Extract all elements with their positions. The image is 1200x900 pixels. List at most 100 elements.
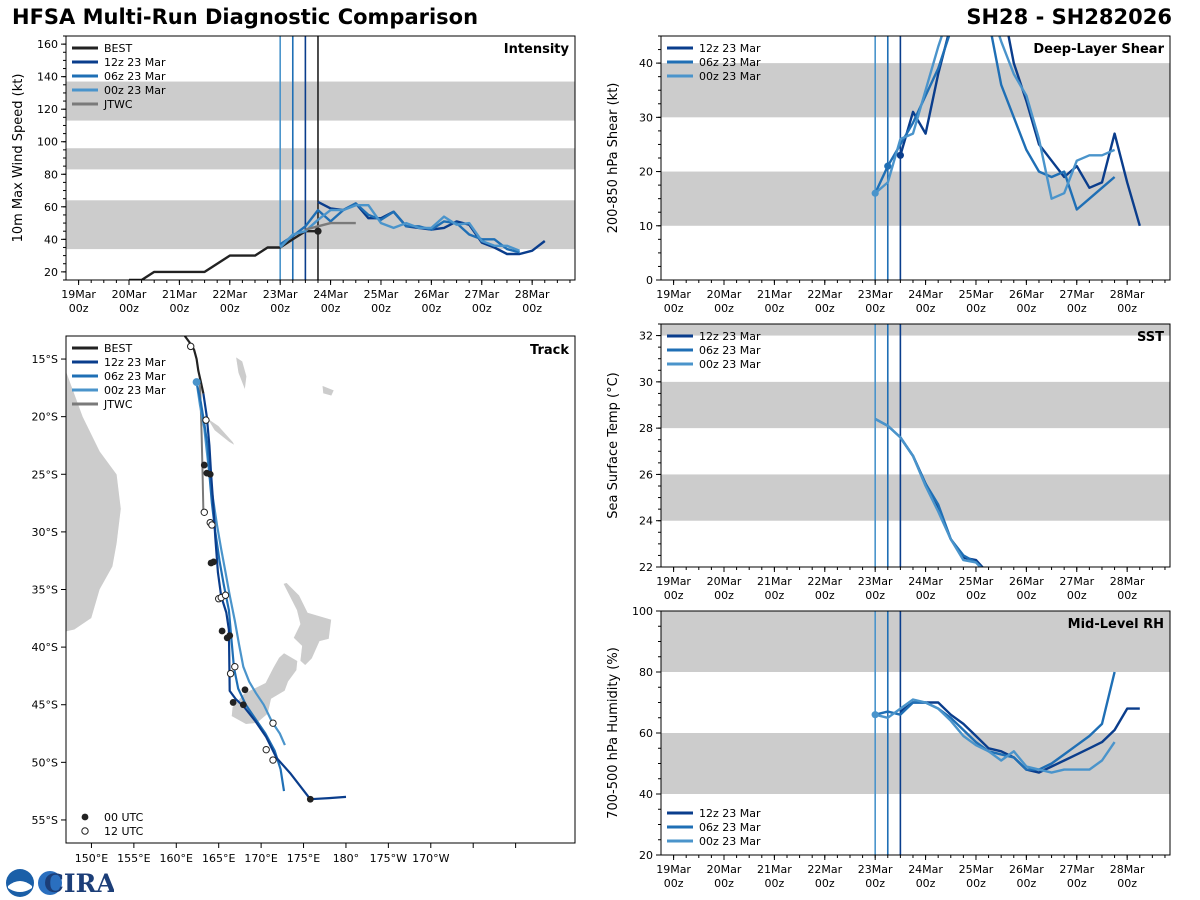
track-point-00utc [239,701,247,709]
rh-panel-title: Mid-Level RH [1068,617,1164,632]
track-lon-label: 170°E [244,852,277,865]
shear-xtick-day: 25Mar [959,288,994,301]
intensity-xtick-day: 25Mar [364,288,399,301]
track-lon-label: 180° [333,852,360,865]
sst-xtick-day: 28Mar [1110,575,1145,588]
nz-south-island [231,652,298,725]
track-line-run06 [195,381,286,792]
noaa-wave-shape [8,881,32,892]
sst-xtick-hour: 00z [815,589,835,602]
track-point-00utc [241,686,249,694]
track-point-00utc [206,470,214,478]
sst-band-1 [661,381,1170,429]
track-point-12utc [202,416,210,424]
shear-ytick-label: 20 [639,166,653,179]
track-run-start-marker [192,378,201,387]
shear-xtick-day: 20Mar [707,288,742,301]
shear-ytick-label: 10 [639,220,653,233]
intensity-xtick-day: 27Mar [464,288,499,301]
intensity-xtick-hour: 00z [69,302,89,315]
sst-xtick-hour: 00z [1117,589,1137,602]
sst-ytick-label: 32 [639,330,653,343]
track-lat-label: 15°S [32,353,58,366]
intensity-xtick-day: 28Mar [515,288,550,301]
track-point-12utc [187,342,195,351]
track-lon-label: 160°E [160,852,193,865]
intensity-panel: 2040608010012014016019Mar00z20Mar00z21Ma… [11,35,576,315]
rh-series-run00 [874,698,1116,774]
shear-plot-area [661,36,1170,280]
rh-xtick-hour: 00z [1016,877,1036,890]
shear-legend-label: 06z 23 Mar [699,56,761,69]
shear-panel-title: Deep-Layer Shear [1033,42,1164,57]
rh-xtick-hour: 00z [1067,877,1087,890]
intensity-xtick-hour: 00z [371,302,391,315]
sst-ytick-label: 28 [639,422,653,435]
rh-ytick-label: 60 [639,727,653,740]
shear-marker [896,151,904,159]
track-point-00utc [226,632,234,639]
intensity-series-jtwc [305,221,356,231]
track-point-12utc [221,591,230,599]
rh-xtick-day: 26Mar [1009,863,1044,876]
intensity-band-2 [66,81,575,121]
shear-ytick-label: 30 [639,111,653,124]
sst-xtick-hour: 00z [664,589,684,602]
sst-xtick-hour: 00z [865,589,885,602]
track-legend-label: JTWC [103,398,133,411]
track-point-00utc [306,795,314,803]
intensity-ytick-label: 20 [44,266,58,279]
shear-xtick-hour: 00z [1067,302,1087,315]
shear-series-run06 [874,36,1116,211]
intensity-xtick-day: 23Mar [263,288,298,301]
rh-band-1 [661,611,1170,672]
rh-xtick-hour: 00z [865,877,885,890]
shear-legend-label: 00z 23 Mar [699,70,761,83]
rh-xtick-day: 20Mar [707,863,742,876]
shear-band-1 [661,63,1170,118]
track-lat-label: 50°S [32,756,58,769]
sst-xtick-hour: 00z [714,589,734,602]
intensity-legend-label: JTWC [103,98,133,111]
track-point-12utc [208,521,216,529]
track-lat-label: 20°S [32,411,58,424]
intensity-xtick-hour: 00z [170,302,190,315]
intensity-xtick-hour: 00z [119,302,139,315]
shear-xtick-day: 21Mar [757,288,792,301]
intensity-ytick-label: 40 [44,233,58,246]
shear-xtick-hour: 00z [1016,302,1036,315]
intensity-ytick-label: 60 [44,201,58,214]
track-point-12utc [200,508,208,516]
figure-title: HFSA Multi-Run Diagnostic Comparison [12,5,479,29]
track-plot-area [66,336,347,803]
rh-xtick-day: 23Mar [858,863,893,876]
sst-frame [660,323,1171,568]
track-point-12utc [262,745,270,754]
nz-north-island [282,582,332,666]
rh-xtick-hour: 00z [664,877,684,890]
sst-xtick-day: 24Mar [908,575,943,588]
intensity-legend-label: 06z 23 Mar [104,70,166,83]
intensity-ytick-label: 80 [44,168,58,181]
track-line-run12 [202,393,347,801]
rh-panel: 2040608010019Mar00z20Mar00z21Mar00z22Mar… [606,605,1171,890]
track-panel-title: Track [530,343,569,358]
shear-xtick-hour: 00z [714,302,734,315]
sst-panel-title: SST [1137,330,1164,345]
rh-xtick-day: 22Mar [807,863,842,876]
shear-marker [871,189,879,197]
rh-xtick-day: 19Mar [656,863,691,876]
intensity-xtick-hour: 00z [321,302,341,315]
sst-xtick-hour: 00z [1067,589,1087,602]
shear-xtick-day: 26Mar [1009,288,1044,301]
track-lon-label: 175°W [370,852,407,865]
track-line-run00 [195,381,286,746]
intensity-series-run00 [279,203,521,252]
rh-xtick-day: 21Mar [757,863,792,876]
vanuatu-islands [235,356,248,391]
shear-marker [884,162,892,170]
shear-ylabel: 200-850 hPa Shear (kt) [606,83,621,234]
rh-xtick-day: 24Mar [908,863,943,876]
rh-legend-label: 12z 23 Mar [699,807,761,820]
intensity-xtick-hour: 00z [220,302,240,315]
